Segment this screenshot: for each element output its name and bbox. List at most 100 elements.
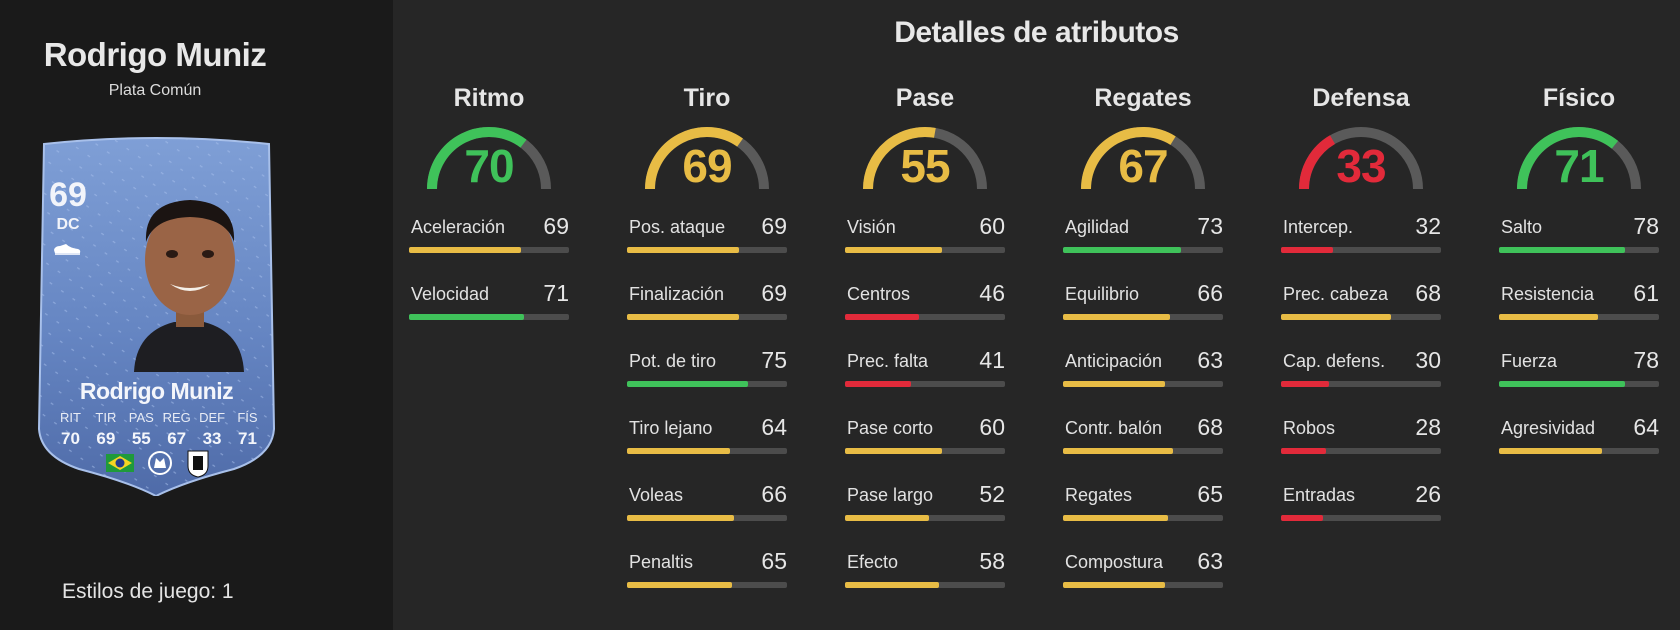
- category-gauge: 55: [860, 121, 990, 192]
- stat-bar-fill: [627, 515, 734, 521]
- stat-row[interactable]: Visión 60: [845, 213, 1005, 284]
- stat-bar-track: [1499, 247, 1659, 253]
- stat-label: Visión: [847, 217, 896, 237]
- stat-bar-fill: [1063, 247, 1181, 253]
- stat-row[interactable]: Prec. falta 41: [845, 347, 1005, 418]
- stat-bar-fill: [845, 314, 920, 320]
- stat-label: Centros: [847, 284, 911, 304]
- stat-value: 75: [761, 347, 787, 373]
- stat-row[interactable]: Salto 78: [1499, 213, 1659, 284]
- stat-row[interactable]: Velocidad 71: [409, 280, 569, 351]
- stat-row[interactable]: Anticipación 63: [1063, 347, 1223, 418]
- category-stats: Agilidad 73 Equilibrio 66 Anticipación 63 Cont…: [1063, 213, 1223, 619]
- mini-stat-tir: TIR 69: [89, 410, 122, 449]
- category-name: Tiro: [683, 84, 731, 112]
- category-value: 55: [900, 140, 950, 192]
- gauge-fill: [1517, 127, 1619, 190]
- stat-row[interactable]: Agresividad 64: [1499, 414, 1659, 485]
- stat-row[interactable]: Centros 46: [845, 280, 1005, 351]
- stat-label: Aceleración: [411, 217, 506, 237]
- stat-label: Robos: [1283, 418, 1336, 438]
- category-1: Tiro 69 Pos. ataque 69 Finalización 69 Pot. de…: [627, 84, 787, 619]
- stat-row[interactable]: Pos. ataque 69: [627, 213, 787, 284]
- gauge-arc: [427, 127, 551, 190]
- stat-row[interactable]: Entradas 26: [1281, 481, 1441, 552]
- stat-row[interactable]: Finalización 69: [627, 280, 787, 351]
- card-mini-stats: RIT 70 TIR 69 PAS 55 REG 67 DEF 33 FÍS 7…: [54, 410, 264, 449]
- stat-label: Penaltis: [629, 552, 694, 572]
- mini-stat-value: 69: [96, 429, 116, 448]
- category-value: 67: [1118, 140, 1168, 192]
- stat-row[interactable]: Tiro lejano 64: [627, 414, 787, 485]
- stat-label: Resistencia: [1501, 284, 1595, 304]
- stat-bar-fill: [1063, 381, 1165, 387]
- mini-stat-key: TIR: [95, 410, 117, 425]
- play-styles-count[interactable]: Estilos de juego: 1: [62, 580, 234, 603]
- stat-row[interactable]: Pase corto 60: [845, 414, 1005, 485]
- stat-row[interactable]: Agilidad 73: [1063, 213, 1223, 284]
- category-2: Pase 55 Visión 60 Centros 46 Prec. falta 41 Pase…: [845, 84, 1005, 619]
- category-name: Regates: [1094, 84, 1192, 112]
- mini-stat-value: 71: [237, 429, 257, 448]
- stat-row[interactable]: Regates 65: [1063, 481, 1223, 552]
- stat-row[interactable]: Prec. cabeza 68: [1281, 280, 1441, 351]
- category-gauge: 67: [1078, 121, 1208, 192]
- stat-row[interactable]: Resistencia 61: [1499, 280, 1659, 351]
- stat-row[interactable]: Cap. defens. 30: [1281, 347, 1441, 418]
- stat-bar-fill: [1063, 582, 1165, 588]
- stat-label: Prec. cabeza: [1283, 284, 1389, 304]
- card-position: DC: [56, 216, 80, 233]
- category-stats: Visión 60 Centros 46 Prec. falta 41 Pase corto…: [845, 213, 1005, 619]
- stat-row[interactable]: Voleas 66: [627, 481, 787, 552]
- player-card[interactable]: 69 DC Rodrigo Muniz RIT 70 TIR 69: [34, 134, 279, 496]
- stat-row[interactable]: Pase largo 52: [845, 481, 1005, 552]
- stat-bar-track: [627, 247, 787, 253]
- gauge-arc: [1517, 127, 1641, 190]
- stat-value: 61: [1633, 280, 1659, 306]
- gauge-fill: [1299, 135, 1336, 190]
- stat-value: 26: [1415, 481, 1441, 507]
- stat-value: 78: [1633, 213, 1659, 239]
- stat-value: 28: [1415, 414, 1441, 440]
- stat-row[interactable]: Aceleración 69: [409, 213, 569, 284]
- stat-label: Velocidad: [411, 284, 490, 304]
- mini-stat-key: DEF: [199, 410, 226, 425]
- stat-row[interactable]: Penaltis 65: [627, 548, 787, 619]
- stat-bar-track: [845, 448, 1005, 454]
- stat-label: Agilidad: [1065, 217, 1130, 237]
- stat-row[interactable]: Fuerza 78: [1499, 347, 1659, 418]
- category-0: Ritmo 70 Aceleración 69 Velocidad 71: [409, 84, 569, 351]
- category-stats: Pos. ataque 69 Finalización 69 Pot. de tiro 7…: [627, 213, 787, 619]
- stat-label: Tiro lejano: [629, 418, 713, 438]
- stat-label: Intercep.: [1283, 217, 1354, 237]
- stat-row[interactable]: Robos 28: [1281, 414, 1441, 485]
- stat-bar-track: [1281, 247, 1441, 253]
- stat-row[interactable]: Equilibrio 66: [1063, 280, 1223, 351]
- stat-row[interactable]: Efecto 58: [845, 548, 1005, 619]
- player-name: Rodrigo Muniz: [43, 36, 267, 73]
- stat-bar-track: [627, 314, 787, 320]
- stat-row[interactable]: Intercep. 32: [1281, 213, 1441, 284]
- brazil-flag-icon: [106, 454, 134, 472]
- stat-bar-track: [1281, 448, 1441, 454]
- stat-bar-fill: [845, 448, 942, 454]
- stat-bar-track: [1499, 448, 1659, 454]
- stat-value: 69: [543, 213, 569, 239]
- stat-value: 41: [979, 347, 1005, 373]
- stat-row[interactable]: Contr. balón 68: [1063, 414, 1223, 485]
- category-gauge: 70: [424, 121, 554, 192]
- card-rarity: Plata Común: [108, 82, 202, 99]
- stat-label: Cap. defens.: [1283, 351, 1386, 371]
- stat-row[interactable]: Compostura 63: [1063, 548, 1223, 619]
- stat-row[interactable]: Pot. de tiro 75: [627, 347, 787, 418]
- stat-bar-track: [409, 314, 569, 320]
- stat-value: 68: [1415, 280, 1441, 306]
- stat-bar-fill: [409, 247, 521, 253]
- gauge-fill: [645, 127, 743, 190]
- mini-stat-reg: REG 67: [160, 410, 193, 449]
- stat-label: Efecto: [847, 552, 899, 572]
- stat-label: Pos. ataque: [629, 217, 726, 237]
- category-5: Físico 71 Salto 78 Resistencia 61 Fuerza 78 Agre…: [1499, 84, 1659, 485]
- category-4: Defensa 33 Intercep. 32 Prec. cabeza 68 Cap. d…: [1281, 84, 1441, 552]
- page-title: Detalles de atributos: [894, 16, 1179, 49]
